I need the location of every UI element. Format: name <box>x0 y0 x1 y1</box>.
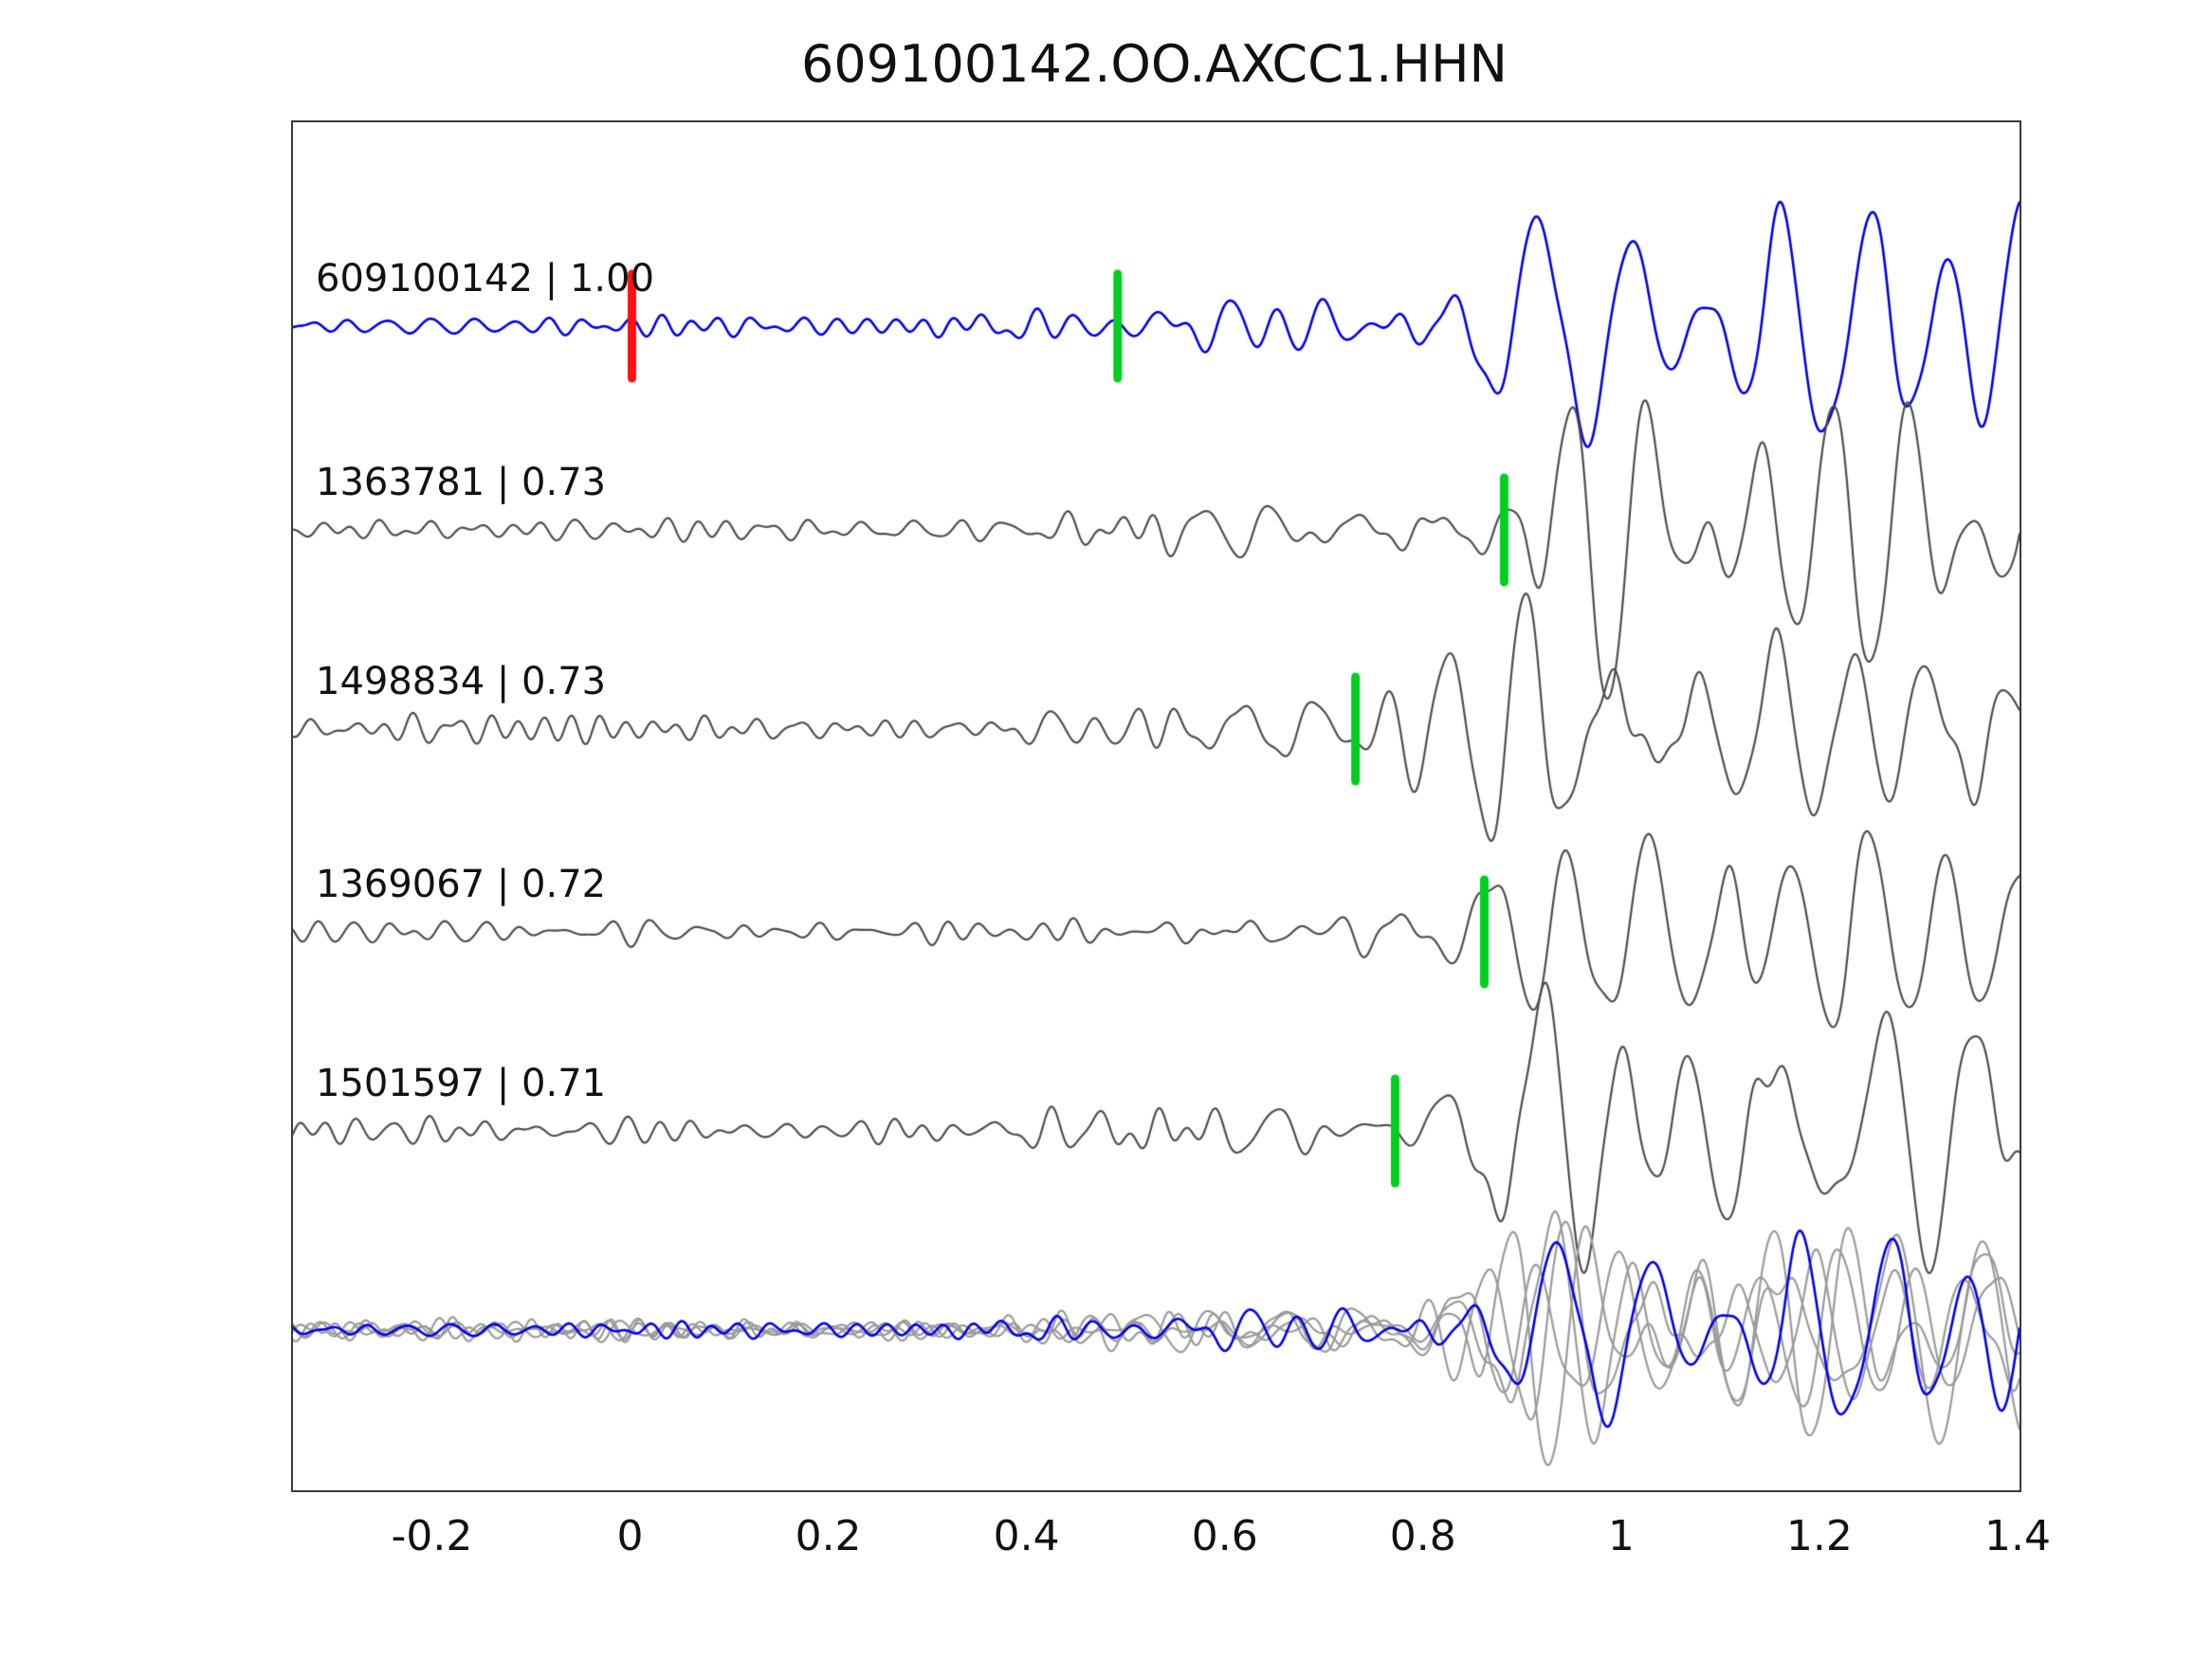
waveform-canvas <box>293 122 2020 1490</box>
trace-label-1369067: 1369067 | 0.72 <box>316 863 607 906</box>
x-tick-label-0: 0 <box>616 1512 644 1560</box>
x-tick-label-1.2: 1.2 <box>1785 1512 1853 1560</box>
trace-label-609100142: 609100142 | 1.00 <box>316 257 655 301</box>
x-tick-label-0.4: 0.4 <box>993 1512 1060 1560</box>
trace-label-1498834: 1498834 | 0.73 <box>316 660 607 703</box>
x-tick-label--0.2: -0.2 <box>391 1512 473 1560</box>
trace-label-1363781: 1363781 | 0.73 <box>316 461 607 504</box>
plot-area <box>291 120 2021 1492</box>
x-tick-label-0.6: 0.6 <box>1191 1512 1258 1560</box>
trace-label-1501597: 1501597 | 0.71 <box>316 1062 607 1105</box>
plot-title: 609100142.OO.AXCC1.HHN <box>801 34 1508 94</box>
x-tick-label-1.4: 1.4 <box>1984 1512 2051 1560</box>
x-tick-label-0.8: 0.8 <box>1389 1512 1456 1560</box>
x-tick-label-1: 1 <box>1607 1512 1635 1560</box>
x-tick-label-0.2: 0.2 <box>795 1512 862 1560</box>
